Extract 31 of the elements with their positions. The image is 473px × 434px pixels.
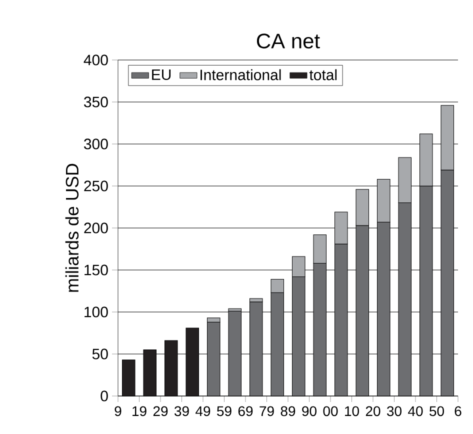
text: 50 bbox=[430, 406, 444, 416]
text: 79 bbox=[260, 406, 274, 416]
text: 20 bbox=[366, 406, 380, 416]
y-tick-label: 400 bbox=[84, 54, 108, 66]
y-axis-title: miliards de USD bbox=[65, 164, 79, 292]
y-tick-label: 150 bbox=[84, 264, 108, 276]
text: 00 bbox=[323, 406, 338, 416]
text: 30 bbox=[387, 406, 402, 416]
text: 49 bbox=[196, 406, 210, 416]
legend-label: total bbox=[309, 69, 337, 80]
text: 90 bbox=[302, 406, 316, 416]
y-tick-label: 250 bbox=[84, 180, 108, 192]
y-tick-label: 300 bbox=[84, 138, 108, 150]
y-tick-label: 100 bbox=[84, 306, 108, 318]
y-tick-label: 200 bbox=[84, 222, 108, 234]
text: 6 bbox=[454, 406, 462, 416]
y-tick-label: 0 bbox=[100, 390, 108, 402]
text: 40 bbox=[408, 406, 423, 416]
text: 69 bbox=[238, 406, 253, 416]
text: 59 bbox=[217, 406, 232, 416]
legend-label: EU bbox=[152, 70, 171, 80]
chart-title: CA net bbox=[256, 34, 320, 48]
text: 9 bbox=[114, 406, 122, 416]
y-tick-label: 350 bbox=[84, 96, 108, 108]
text: 29 bbox=[153, 406, 168, 416]
text: 19 bbox=[132, 406, 146, 416]
legend-label: International bbox=[200, 69, 281, 80]
text: 10 bbox=[345, 406, 359, 416]
y-tick-label: 50 bbox=[92, 348, 108, 360]
text: 39 bbox=[174, 406, 189, 416]
text: 89 bbox=[280, 406, 296, 416]
